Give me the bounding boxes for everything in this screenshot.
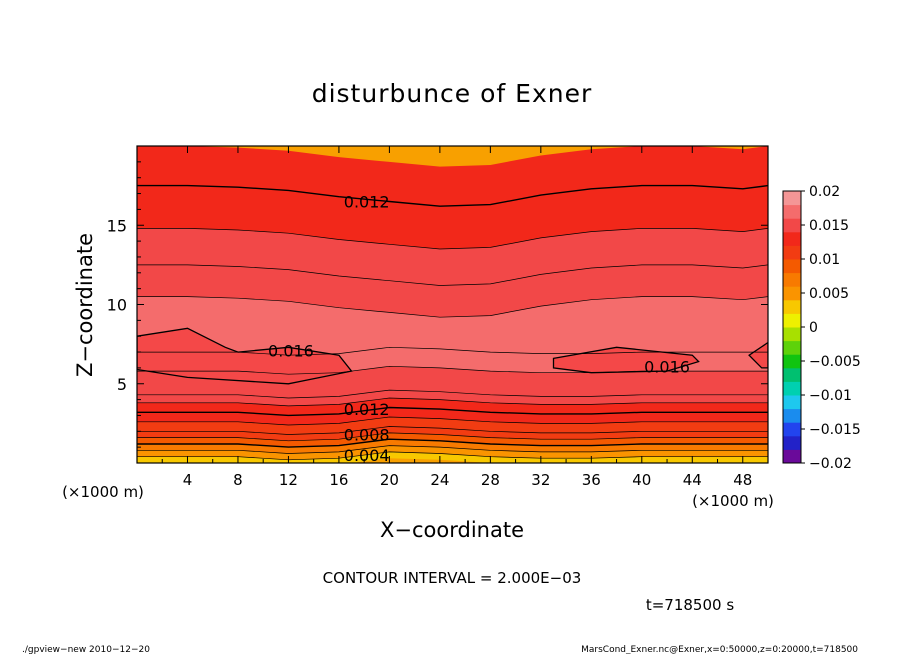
colorbar-segment xyxy=(783,286,801,301)
colorbar-segment xyxy=(783,191,801,206)
contour-label: 0.008 xyxy=(344,425,390,444)
contour-line xyxy=(137,296,768,318)
x-tick-label: 44 xyxy=(683,471,702,489)
colorbar-segment xyxy=(783,381,801,396)
colorbar-segment xyxy=(783,395,801,410)
y-axis-label: Z−coordinate xyxy=(73,233,97,377)
contour-band xyxy=(137,407,768,425)
contour-line xyxy=(137,264,768,286)
contour-band xyxy=(137,439,768,454)
contour-line xyxy=(137,228,768,250)
colorbar-segment xyxy=(783,231,801,246)
contour-line xyxy=(137,365,768,375)
contour-label: 0.016 xyxy=(644,357,690,376)
contour-band xyxy=(137,417,768,435)
contour-line xyxy=(137,426,768,435)
contour-band xyxy=(137,451,768,463)
x-tick-label: 8 xyxy=(233,471,243,489)
contour-line xyxy=(137,445,768,454)
contour-label: 0.012 xyxy=(344,192,390,211)
x-tick-label: 32 xyxy=(531,471,550,489)
contour-line xyxy=(137,397,768,407)
colorbar-segment xyxy=(783,272,801,287)
y-tick-label: 5 xyxy=(117,375,127,394)
colorbar: 0.02 0.015 0.01 0.005 0 −0.005 −0.01 −0.015 −0.0… xyxy=(782,184,861,472)
island-0.016 xyxy=(137,327,353,385)
colorbar-tick-label: −0.01 xyxy=(809,388,852,404)
colorbar-segment xyxy=(783,422,801,437)
contour-band xyxy=(137,398,768,416)
contour-label: 0.016 xyxy=(268,341,314,360)
filled-contour-bands xyxy=(137,146,768,463)
colorbar-segment xyxy=(783,367,801,382)
contour-line xyxy=(137,438,768,448)
footer-right-text: MarsCond_Exner.nc@Exner,x=0:50000,z=0:20… xyxy=(581,645,858,654)
colorbar-tick-label: 0.015 xyxy=(809,218,849,234)
colorbar-tick-label: −0.005 xyxy=(809,354,861,370)
colorbar-segment xyxy=(783,313,801,328)
colorbar-segment xyxy=(783,218,801,233)
contour-band xyxy=(137,228,768,286)
colorbar-segment xyxy=(783,449,801,464)
contour-band xyxy=(137,426,768,441)
contour-band xyxy=(137,296,768,356)
contour-band xyxy=(137,390,768,406)
contour-interval-text: CONTOUR INTERVAL = 2.000E−03 xyxy=(323,569,582,587)
contour-line xyxy=(137,416,768,426)
x-tick-label: 4 xyxy=(183,471,193,489)
colorbar-segment xyxy=(783,259,801,274)
colorbar-tick-label: −0.02 xyxy=(809,456,852,472)
y-tick-label: 10 xyxy=(107,296,127,315)
colorbar-segment xyxy=(783,204,801,219)
contour-line xyxy=(137,432,768,442)
x-tick-label: 16 xyxy=(329,471,348,489)
contour-line xyxy=(137,451,768,461)
x-tick-label: 48 xyxy=(733,471,752,489)
island-0.016 xyxy=(748,341,768,369)
x-tick-label: 20 xyxy=(380,471,399,489)
colorbar-segment xyxy=(783,327,801,342)
colorbar-segment xyxy=(783,408,801,423)
colorbar-tick-label: 0 xyxy=(809,320,818,336)
contour-band xyxy=(137,185,768,249)
colorbar-tick-label: 0.01 xyxy=(809,252,840,268)
contour-band xyxy=(137,264,768,318)
colorbar-segment xyxy=(783,435,801,450)
x-tick-label: 40 xyxy=(632,471,651,489)
colorbar-tick-label: 0.02 xyxy=(809,184,840,200)
contour-band xyxy=(137,445,768,460)
contour-line xyxy=(137,184,768,207)
x-axis-label: X−coordinate xyxy=(380,518,524,542)
x-tick-label: 12 xyxy=(279,471,298,489)
x-axis: 4 8 12 16 20 24 28 32 36 40 44 48 xyxy=(161,146,752,489)
contour-labels: 0.012 0.016 0.016 0.012 0.008 0.004 xyxy=(268,192,690,465)
contour-line xyxy=(137,346,768,356)
x-tick-label: 24 xyxy=(430,471,449,489)
x-unit-label-left: (×1000 m) xyxy=(62,483,144,501)
contour-label: 0.004 xyxy=(344,446,390,465)
contour-band xyxy=(137,432,768,448)
colorbar-segment xyxy=(783,299,801,314)
y-tick-label: 15 xyxy=(107,216,127,235)
contour-line xyxy=(137,389,768,399)
colorbar-segment xyxy=(783,245,801,260)
x-unit-label-right: (×1000 m) xyxy=(692,492,774,510)
x-tick-label: 28 xyxy=(481,471,500,489)
contour-lines xyxy=(137,184,768,461)
colorbar-segment xyxy=(783,354,801,369)
colorbar-segment xyxy=(783,340,801,355)
colorbar-tick-label: −0.015 xyxy=(809,422,861,438)
contour-line xyxy=(137,406,768,417)
contour-label: 0.012 xyxy=(344,400,390,419)
plot-area xyxy=(137,146,768,463)
chart-title: disturbunce of Exner xyxy=(312,79,593,108)
colorbar-tick-label: 0.005 xyxy=(809,286,849,302)
footer-left-text: ./gpview−new 2010−12−20 xyxy=(22,645,150,654)
time-text: t=718500 s xyxy=(646,596,734,614)
x-tick-label: 36 xyxy=(582,471,601,489)
y-axis: 5 10 15 xyxy=(107,161,768,448)
